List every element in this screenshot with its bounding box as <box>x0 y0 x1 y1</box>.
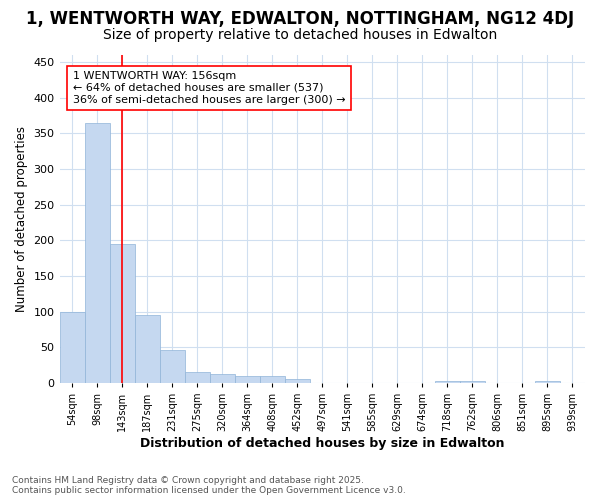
Bar <box>285 380 310 383</box>
Text: 1 WENTWORTH WAY: 156sqm
← 64% of detached houses are smaller (537)
36% of semi-d: 1 WENTWORTH WAY: 156sqm ← 64% of detache… <box>73 72 345 104</box>
Bar <box>134 315 160 383</box>
Bar <box>85 122 110 383</box>
Bar <box>185 372 209 383</box>
Text: 1, WENTWORTH WAY, EDWALTON, NOTTINGHAM, NG12 4DJ: 1, WENTWORTH WAY, EDWALTON, NOTTINGHAM, … <box>26 10 574 28</box>
Bar <box>235 376 260 383</box>
Bar <box>59 312 85 383</box>
X-axis label: Distribution of detached houses by size in Edwalton: Distribution of detached houses by size … <box>140 437 505 450</box>
Bar <box>535 381 560 383</box>
Bar <box>435 381 460 383</box>
Text: Size of property relative to detached houses in Edwalton: Size of property relative to detached ho… <box>103 28 497 42</box>
Bar <box>209 374 235 383</box>
Y-axis label: Number of detached properties: Number of detached properties <box>15 126 28 312</box>
Bar <box>160 350 185 383</box>
Bar <box>110 244 134 383</box>
Bar <box>260 376 285 383</box>
Text: Contains HM Land Registry data © Crown copyright and database right 2025.
Contai: Contains HM Land Registry data © Crown c… <box>12 476 406 495</box>
Bar <box>460 381 485 383</box>
